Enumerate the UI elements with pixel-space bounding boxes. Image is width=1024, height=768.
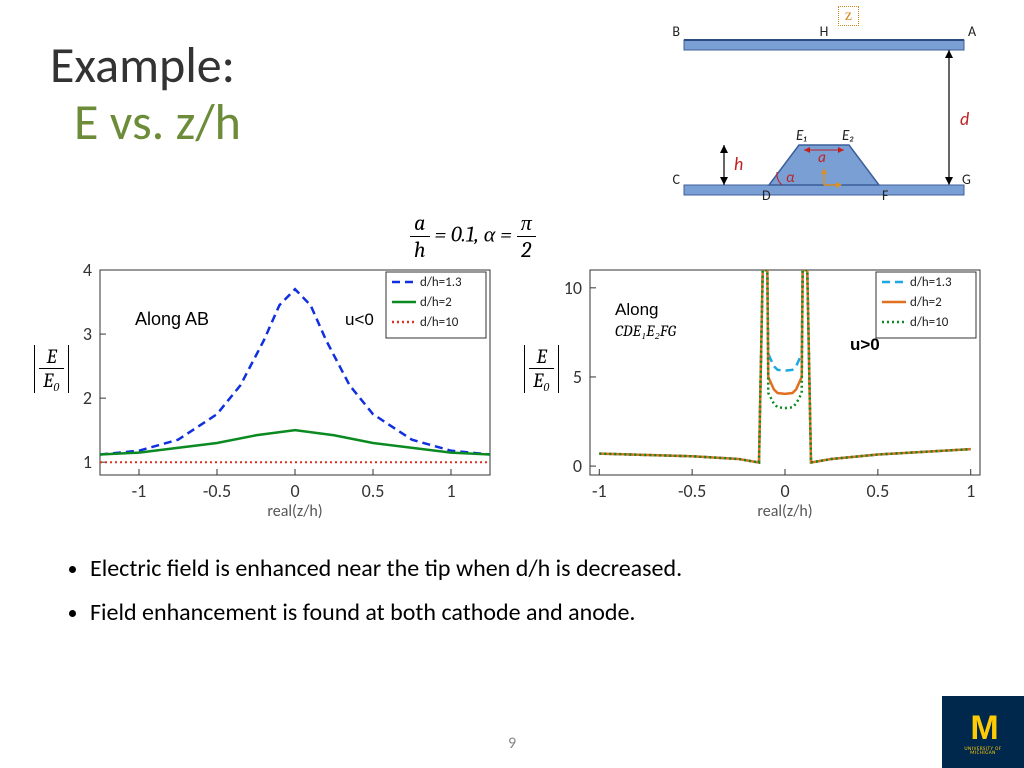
bullet-item: Electric field is enhanced near the tip … [90,550,682,588]
university-logo: M UNIVERSITY OF MICHIGAN [942,696,1024,768]
svg-text:u>0: u>0 [850,335,880,354]
title-main: Example: [50,35,241,96]
svg-text:F: F [882,187,889,204]
svg-text:10: 10 [564,277,582,299]
svg-text:d/h=2: d/h=2 [910,295,942,310]
page-number: 9 [508,734,516,753]
svg-text:2: 2 [83,387,92,409]
svg-text:1: 1 [446,480,455,502]
svg-text:-0.5: -0.5 [678,480,706,502]
schematic-diagram: B H A d C D F G E₁ E₂ h a α [664,10,984,210]
svg-text:4: 4 [83,260,92,281]
parameter-equation: ah = 0.1, α = π2 [410,210,536,263]
bullet-list: Electric field is enhanced near the tip … [70,550,682,639]
svg-text:E₁: E₁ [796,127,807,145]
svg-text:d/h=2: d/h=2 [420,295,452,310]
svg-text:0.5: 0.5 [866,480,889,502]
svg-text:h: h [734,153,743,175]
svg-text:B: B [672,23,680,40]
svg-text:d/h=1.3: d/h=1.3 [420,275,462,290]
svg-text:5: 5 [573,366,582,388]
svg-text:Along AB: Along AB [135,309,209,329]
chart-along-cdefg: EE₀ -1-0.500.510510real(z/h)AlongCDE₁E₂F… [530,260,990,520]
svg-text:-1: -1 [132,480,147,502]
svg-text:D: D [762,187,771,204]
bullet-item: Field enhancement is found at both catho… [90,594,682,632]
svg-text:CDE₁E₂FG: CDE₁E₂FG [615,322,677,340]
svg-text:a: a [818,149,826,167]
chart-along-ab: EE₀ -1-0.500.511234real(z/h)Along ABu<0d… [40,260,500,520]
svg-text:0: 0 [780,480,789,502]
svg-text:1: 1 [83,451,92,473]
svg-text:E₂: E₂ [842,127,854,145]
title-sub: E vs. z/h [74,92,241,153]
svg-text:-1: -1 [592,480,607,502]
svg-text:d/h=10: d/h=10 [420,315,459,330]
svg-text:0: 0 [290,480,299,502]
svg-text:d/h=1.3: d/h=1.3 [910,275,952,290]
svg-text:d/h=10: d/h=10 [910,315,949,330]
svg-text:1: 1 [966,480,975,502]
svg-text:3: 3 [83,323,92,345]
svg-text:α: α [786,169,795,187]
slide-title: Example: E vs. z/h [50,35,241,153]
svg-text:0: 0 [573,455,582,477]
svg-text:-0.5: -0.5 [203,480,231,502]
svg-text:A: A [968,23,977,40]
svg-text:G: G [962,171,971,188]
svg-text:u<0: u<0 [345,310,374,329]
svg-text:Along: Along [615,300,658,319]
svg-text:C: C [673,171,681,188]
svg-text:d: d [960,108,969,130]
svg-text:real(z/h): real(z/h) [267,502,322,520]
svg-text:0.5: 0.5 [362,480,385,502]
svg-text:real(z/h): real(z/h) [757,502,812,520]
svg-text:H: H [820,23,829,40]
